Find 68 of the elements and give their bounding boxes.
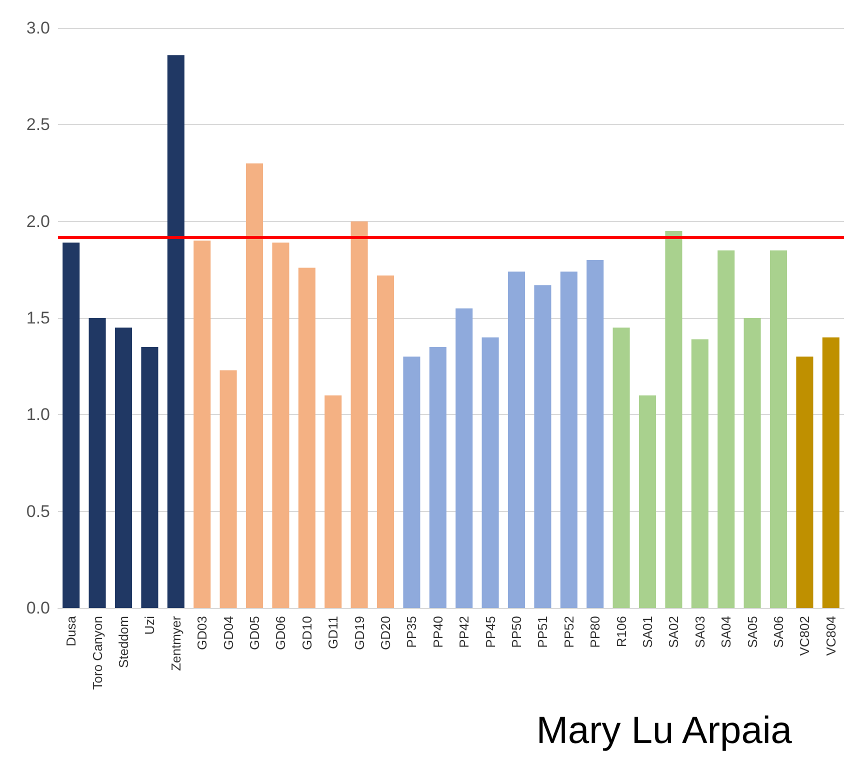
x-tick-label: GD04 xyxy=(220,616,236,650)
x-tick-label: Zentmyer xyxy=(168,615,184,671)
x-tick-label: SA01 xyxy=(640,616,655,648)
y-tick-label: 1.5 xyxy=(26,308,50,328)
x-tick-label: GD06 xyxy=(273,616,288,650)
x-tick-label: PP51 xyxy=(535,616,550,648)
x-tick-label: Dusa xyxy=(64,615,79,646)
y-tick-label: 2.0 xyxy=(26,212,50,231)
bar xyxy=(62,242,80,608)
bar xyxy=(167,55,184,608)
x-tick-label: Steddom xyxy=(116,616,131,668)
x-tick-label: SA05 xyxy=(744,616,760,648)
x-tick-label: R106 xyxy=(614,616,629,648)
x-tick-label: PP80 xyxy=(588,616,603,648)
bar xyxy=(376,275,394,608)
bar xyxy=(220,370,237,608)
x-tick-label: PP42 xyxy=(456,616,472,648)
x-tick-label: VC804 xyxy=(823,616,838,656)
x-tick-label: SA03 xyxy=(692,616,708,648)
bar xyxy=(482,337,499,608)
x-tick-label: GD20 xyxy=(378,616,393,650)
bar xyxy=(272,242,290,608)
bar xyxy=(350,221,368,608)
bar xyxy=(534,285,552,608)
bar xyxy=(638,395,656,608)
x-tick-label: PP45 xyxy=(482,616,498,648)
bar xyxy=(560,272,578,608)
bar xyxy=(770,250,788,608)
x-tick-label: GD05 xyxy=(247,616,262,650)
bar xyxy=(324,395,342,608)
x-tick-label: PP40 xyxy=(430,616,446,648)
bar xyxy=(586,260,604,608)
x-tick-label: SA02 xyxy=(666,616,682,648)
bar xyxy=(718,250,735,608)
bar xyxy=(114,328,132,608)
bar xyxy=(508,272,526,608)
x-tick-label: Toro Canyon xyxy=(90,616,105,690)
y-tick-label: 1.0 xyxy=(26,405,50,424)
bar xyxy=(246,163,264,608)
y-tick-label: 0.0 xyxy=(26,598,50,618)
x-tick-label: GD03 xyxy=(194,616,210,650)
x-tick-label: SA04 xyxy=(718,616,734,648)
bar xyxy=(194,240,211,608)
text: Mary Lu Arpaia xyxy=(536,710,793,752)
bar xyxy=(822,337,840,608)
x-tick-label: GD11 xyxy=(326,616,341,649)
bar xyxy=(691,339,708,608)
x-tick-label: Uzi xyxy=(142,616,158,635)
x-tick-label: PP50 xyxy=(509,616,524,648)
x-tick-label: PP35 xyxy=(404,616,420,648)
bar xyxy=(744,318,761,608)
y-tick-label: 0.5 xyxy=(26,502,50,521)
bar xyxy=(665,231,682,608)
bar xyxy=(796,356,814,608)
bar xyxy=(612,328,630,608)
bar xyxy=(298,268,316,608)
y-tick-label: 3.0 xyxy=(26,18,50,38)
bar xyxy=(88,318,106,608)
x-tick-label: VC802 xyxy=(797,616,812,656)
bar xyxy=(403,356,420,608)
bar xyxy=(141,347,158,608)
bar xyxy=(456,308,473,608)
x-tick-label: PP52 xyxy=(561,616,576,648)
y-tick-label: 2.5 xyxy=(26,115,50,134)
bar xyxy=(429,347,446,608)
x-tick-label: GD19 xyxy=(352,616,367,650)
x-tick-label: SA06 xyxy=(771,616,786,648)
x-tick-label: GD10 xyxy=(299,616,314,650)
